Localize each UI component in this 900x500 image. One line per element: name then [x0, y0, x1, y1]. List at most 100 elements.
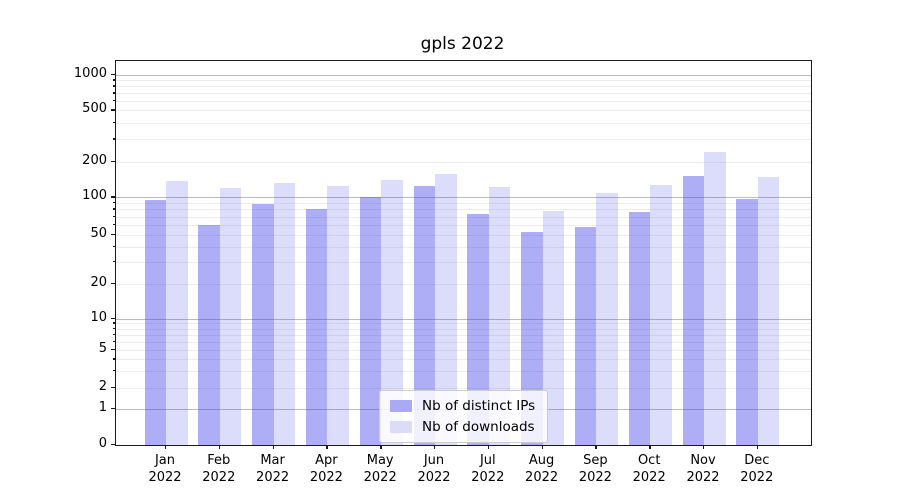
gridline-minor: [116, 334, 811, 336]
bar-downloads-jul: [488, 187, 511, 445]
gridline-minor: [116, 122, 811, 124]
y-axis-minor-tick-mark: [112, 121, 115, 124]
bar-distinct-ips-mar: [252, 203, 274, 445]
gridline-minor: [116, 209, 811, 211]
y-axis-tick-label: 100: [82, 188, 107, 204]
x-axis-tick-mark: [649, 445, 651, 449]
x-axis-tick-label-may: May 2022: [363, 453, 397, 485]
legend-label-distinct-ips: Nb of distinct IPs: [422, 398, 536, 414]
y-axis-tick-label: 5: [98, 341, 107, 356]
gridline-minor: [116, 262, 811, 264]
gridline-minor: [116, 246, 811, 248]
gridline-minor: [116, 283, 811, 285]
y-axis-minor-tick-mark: [112, 161, 115, 163]
bar-downloads-aug: [542, 210, 565, 445]
gridline-minor: [116, 234, 811, 236]
y-axis-tick-mark: [111, 196, 115, 198]
x-axis-tick-label-mar: Mar 2022: [256, 453, 290, 485]
y-axis-tick-label: 200: [82, 153, 107, 168]
y-axis-tick-label: 10: [90, 309, 107, 325]
y-axis-minor-tick-mark: [112, 215, 115, 217]
legend-label-downloads: Nb of downloads: [422, 419, 535, 435]
y-axis-tick-label: 1: [98, 400, 107, 415]
legend-swatch-downloads: [390, 421, 412, 433]
y-axis-minor-tick-mark: [112, 322, 115, 324]
y-axis-minor-tick-mark: [112, 261, 115, 263]
x-axis-tick-label-oct: Oct 2022: [632, 453, 666, 485]
bar-distinct-ips-dec: [736, 198, 758, 445]
bar-downloads-dec: [757, 176, 780, 445]
legend-item-distinct-ips: Nb of distinct IPs: [390, 398, 535, 414]
y-axis-minor-tick-mark: [112, 358, 115, 360]
x-axis-tick-label-aug: Aug 2022: [525, 453, 559, 485]
bar-downloads-nov: [704, 151, 726, 445]
x-axis-tick-mark: [218, 445, 221, 449]
gridline-major: [116, 75, 811, 76]
y-axis-minor-tick-mark: [112, 349, 115, 351]
legend-swatch-distinct-ips: [390, 400, 412, 412]
y-axis-tick-mark: [111, 317, 115, 320]
bar-distinct-ips-jun: [413, 186, 435, 445]
bar-distinct-ips-apr: [305, 208, 328, 445]
gridline-minor: [116, 110, 811, 112]
bar-downloads-oct: [650, 184, 672, 445]
y-axis-minor-tick-mark: [112, 233, 115, 236]
gridline-minor: [116, 139, 811, 141]
gridline-minor: [116, 328, 811, 330]
y-axis-tick-mark: [111, 444, 115, 446]
gridline-minor: [116, 86, 811, 88]
y-axis-tick-mark: [111, 408, 115, 410]
gridline-minor: [116, 387, 811, 389]
y-axis-tick-mark: [111, 74, 115, 76]
y-axis-tick-label: 2: [98, 378, 107, 394]
bar-distinct-ips-feb: [198, 224, 220, 445]
x-axis-tick-label-feb: Feb 2022: [202, 453, 236, 485]
y-axis-minor-tick-mark: [112, 79, 115, 81]
gridline-minor: [116, 202, 811, 204]
x-axis-tick-label-sep: Sep 2022: [578, 453, 612, 485]
y-axis-minor-tick-mark: [112, 201, 115, 204]
y-axis-minor-tick-mark: [112, 327, 115, 330]
y-axis-tick-label: 20: [90, 274, 107, 290]
y-axis-minor-tick-mark: [112, 92, 115, 94]
x-axis-tick-label-jul: Jul 2022: [471, 453, 505, 485]
x-axis-tick-mark: [434, 445, 436, 449]
bar-downloads-jun: [435, 174, 457, 445]
y-axis-tick-label: 0: [98, 436, 107, 451]
y-axis-tick-label: 50: [90, 225, 107, 241]
gridline-minor: [116, 216, 811, 218]
gridline-major: [116, 197, 811, 199]
bar-downloads-apr: [327, 186, 349, 445]
chart-title: gpls 2022: [420, 34, 505, 54]
gridline-minor: [116, 371, 811, 373]
legend-item-downloads: Nb of downloads: [390, 419, 535, 435]
bar-downloads-sep: [596, 192, 618, 445]
y-axis-minor-tick-mark: [112, 208, 115, 210]
x-axis-tick-label-dec: Dec 2022: [740, 453, 774, 485]
x-axis-tick-mark: [380, 445, 382, 449]
legend: Nb of distinct IPs Nb of downloads: [379, 390, 549, 443]
bar-distinct-ips-nov: [682, 176, 704, 445]
x-axis-tick-label-nov: Nov 2022: [686, 453, 720, 485]
x-axis-tick-mark: [487, 445, 490, 449]
bar-distinct-ips-sep: [574, 226, 597, 445]
y-axis-minor-tick-mark: [112, 100, 115, 102]
x-axis-tick-label-jun: Jun 2022: [417, 453, 451, 485]
gridline-minor: [116, 359, 811, 361]
gridline-minor: [116, 323, 811, 325]
plot-area: Nb of distinct IPs Nb of downloads: [115, 60, 812, 446]
x-axis-tick-label-apr: Apr 2022: [309, 453, 343, 485]
gridline-minor: [116, 80, 811, 82]
y-axis-minor-tick-mark: [112, 223, 115, 226]
y-axis-minor-tick-mark: [112, 138, 115, 140]
bar-downloads-feb: [219, 188, 242, 445]
y-axis-minor-tick-mark: [112, 282, 115, 285]
bar-downloads-mar: [273, 182, 296, 445]
gridline-minor: [116, 224, 811, 226]
bar-distinct-ips-jan: [144, 199, 166, 445]
y-axis-minor-tick-mark: [112, 386, 115, 389]
x-axis-tick-mark: [756, 445, 759, 449]
y-axis-minor-tick-mark: [112, 85, 115, 87]
x-axis-tick-mark: [703, 445, 705, 449]
